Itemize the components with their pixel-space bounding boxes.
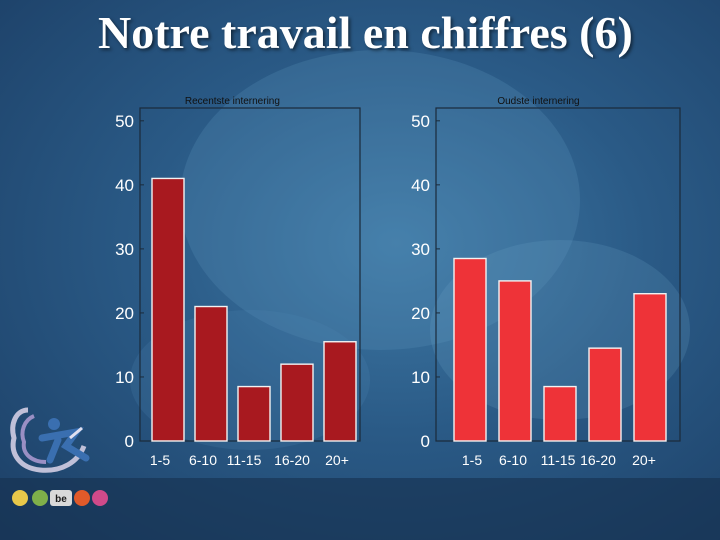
x-tick-label: 11-15 <box>541 452 576 468</box>
be-logo-icon <box>50 490 72 506</box>
organization-logo-icon <box>10 407 90 473</box>
y-tick-label: 20 <box>115 304 134 323</box>
chart-oldest-internment: Oudste internering 0 10 20 30 40 50 1-5 6-10 11-1… <box>411 96 681 468</box>
bar <box>151 177 185 442</box>
x-tick-label: 16-20 <box>274 452 310 468</box>
partner-logo-4-icon <box>92 490 108 506</box>
y-tick-label: 10 <box>115 368 134 387</box>
y-tick-label: 30 <box>411 240 430 259</box>
x-tick-label: 11-15 <box>227 452 262 468</box>
y-tick-label: 40 <box>115 176 134 195</box>
chart-recent-internment: Recentste internering 0 10 20 30 40 50 1-5 6-10 1… <box>115 96 361 468</box>
x-tick-label: 6-10 <box>189 452 217 468</box>
y-tick-label: 20 <box>411 304 430 323</box>
x-tick-label: 16-20 <box>580 452 616 468</box>
partner-logo-1-icon <box>12 490 28 506</box>
chart-title: Oudste internering <box>497 96 579 107</box>
bar <box>323 341 357 442</box>
y-tick-label: 30 <box>115 240 134 259</box>
x-tick-label: 1-5 <box>150 452 170 468</box>
x-tick-label: 20+ <box>632 452 656 468</box>
x-tick-label: 6-10 <box>499 452 527 468</box>
chart-title: Recentste internering <box>185 96 280 107</box>
partner-logo-3-icon <box>74 490 90 506</box>
svg-text:be: be <box>55 494 67 505</box>
bar <box>498 280 532 442</box>
bar <box>453 257 487 442</box>
y-tick-label: 10 <box>411 368 430 387</box>
partner-logos: be <box>12 490 108 506</box>
x-tick-label: 20+ <box>325 452 349 468</box>
partner-logo-2-icon <box>32 490 48 506</box>
bar <box>237 385 271 442</box>
slide-title: Notre travail en chiffres (6) <box>98 7 633 58</box>
y-tick-label: 50 <box>411 112 430 131</box>
bar <box>194 305 228 442</box>
bar <box>280 363 314 442</box>
bar <box>633 293 667 442</box>
bar <box>543 385 577 442</box>
y-tick-label: 0 <box>125 432 134 451</box>
y-tick-label: 0 <box>421 432 430 451</box>
y-tick-label: 50 <box>115 112 134 131</box>
bar <box>588 347 622 442</box>
y-tick-label: 40 <box>411 176 430 195</box>
x-tick-label: 1-5 <box>462 452 482 468</box>
